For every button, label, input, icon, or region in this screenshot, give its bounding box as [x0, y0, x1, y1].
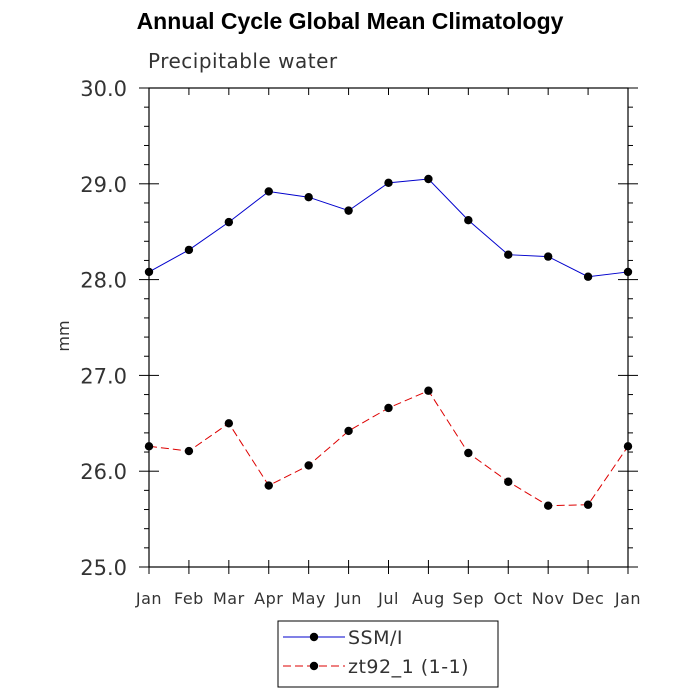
- legend-box: [277, 620, 499, 688]
- x-tick-label: Feb: [174, 589, 204, 608]
- x-tick-label: Nov: [532, 589, 565, 608]
- plot-frame: [148, 87, 629, 568]
- legend-marker: [309, 661, 319, 671]
- x-tick-label: Jan: [614, 589, 641, 608]
- data-point: [504, 250, 513, 259]
- data-point: [464, 216, 473, 225]
- chart-title: Annual Cycle Global Mean Climatology: [136, 8, 564, 34]
- x-tick-label: Apr: [254, 589, 283, 608]
- y-tick-label: 26.0: [80, 460, 127, 484]
- data-point: [224, 217, 234, 227]
- y-axis-label: mm: [54, 320, 73, 351]
- data-point: [583, 500, 593, 509]
- x-tick-label: Mar: [213, 589, 245, 608]
- data-point: [424, 386, 433, 395]
- legend-label-1: SSM/I: [348, 627, 403, 649]
- x-tick-label: Jan: [135, 589, 162, 608]
- series-line-1: [148, 178, 629, 278]
- data-point: [344, 426, 353, 436]
- x-tick-label: Jun: [334, 589, 362, 608]
- x-tick-label: Dec: [572, 589, 604, 608]
- data-point: [384, 178, 393, 188]
- data-point: [464, 448, 473, 458]
- data-point: [304, 461, 313, 470]
- data-point: [384, 403, 393, 413]
- data-point: [184, 245, 194, 255]
- data-point: [224, 419, 234, 428]
- data-point: [264, 481, 273, 490]
- x-tick-label: May: [291, 589, 326, 608]
- data-point: [304, 193, 313, 202]
- x-tick-label: Oct: [494, 589, 523, 608]
- x-tick-label: Aug: [412, 589, 445, 608]
- y-tick-label: 25.0: [80, 556, 127, 580]
- chart-subtitle: Precipitable water: [148, 49, 338, 73]
- legend-label-2: zt92_1 (1-1): [348, 656, 469, 678]
- data-point: [504, 477, 513, 486]
- y-tick-label: 28.0: [80, 269, 127, 293]
- data-point: [264, 187, 273, 196]
- data-point: [344, 206, 353, 215]
- data-point: [583, 272, 593, 281]
- y-tick-label: 27.0: [80, 364, 127, 388]
- legend: SSM/I zt92_1 (1-1): [277, 620, 499, 688]
- y-tick-label: 30.0: [80, 77, 127, 101]
- data-point: [543, 252, 553, 261]
- legend-marker: [309, 632, 319, 642]
- x-tick-label: Jul: [377, 589, 399, 608]
- x-tick-label: Sep: [453, 589, 485, 608]
- y-tick-label: 29.0: [80, 173, 127, 197]
- data-point: [184, 446, 194, 456]
- data-point: [543, 501, 553, 510]
- data-point: [424, 174, 433, 184]
